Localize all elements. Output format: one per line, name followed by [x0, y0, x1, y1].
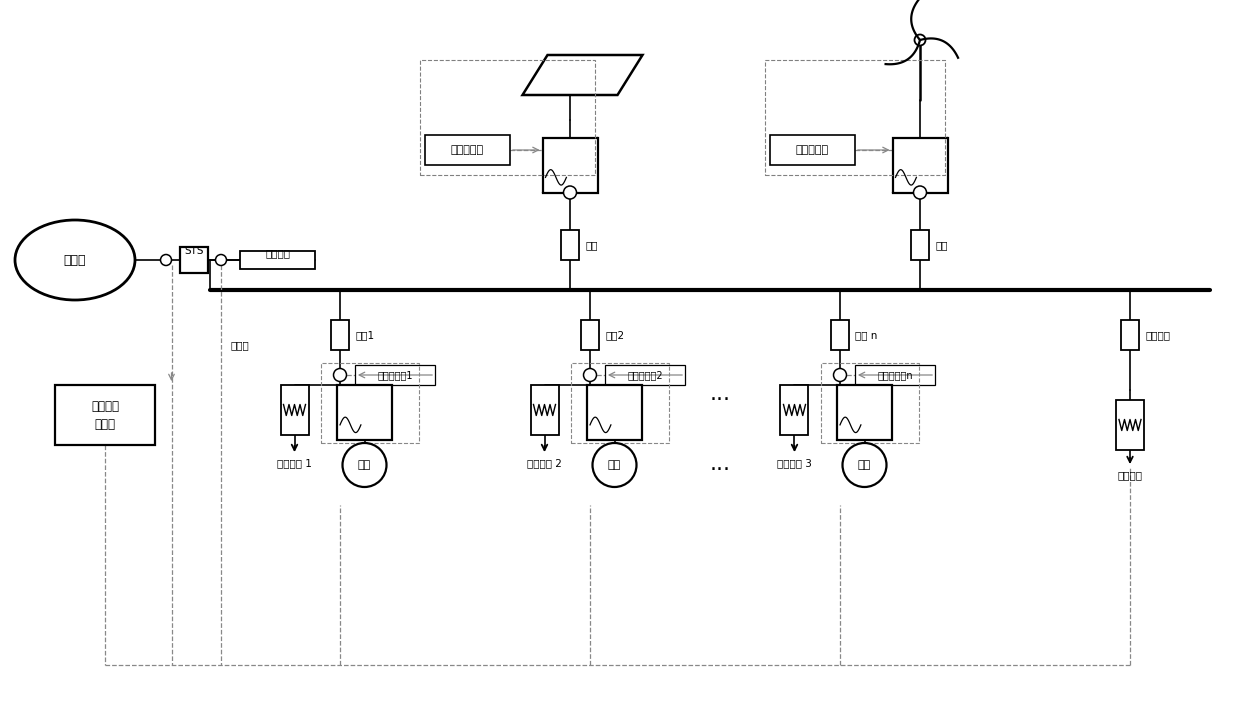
Text: 本地负荷 1: 本地负荷 1: [277, 458, 312, 468]
Text: 储能: 储能: [358, 460, 371, 470]
Bar: [765, 60, 945, 175]
Bar: [570, 363, 670, 443]
Text: 馈线1: 馈线1: [355, 330, 374, 340]
Bar: [780, 385, 808, 435]
Text: 负荷馈线: 负荷馈线: [1145, 330, 1171, 340]
Bar: [241, 251, 315, 269]
Bar: [280, 385, 309, 435]
Text: 配电网: 配电网: [63, 254, 87, 267]
Bar: [337, 385, 392, 440]
Circle shape: [842, 443, 887, 487]
Text: 馈线 n: 馈线 n: [856, 330, 878, 340]
Bar: [1121, 320, 1140, 350]
Bar: [420, 60, 595, 175]
Circle shape: [216, 254, 227, 265]
Text: 馈线2: 馈线2: [605, 330, 624, 340]
Circle shape: [160, 254, 171, 265]
Ellipse shape: [15, 220, 135, 300]
Circle shape: [563, 186, 577, 199]
Bar: [587, 385, 642, 440]
Text: 本地负荷 3: 本地负荷 3: [777, 458, 812, 468]
Bar: [1116, 400, 1145, 450]
Text: 信号线: 信号线: [231, 340, 249, 350]
Bar: [321, 363, 419, 443]
Circle shape: [584, 368, 596, 381]
Bar: [531, 385, 558, 435]
Text: 微网逆变器1: 微网逆变器1: [377, 370, 413, 380]
Bar: [560, 230, 579, 260]
Circle shape: [833, 368, 847, 381]
Text: 储能: 储能: [608, 460, 621, 470]
Text: 储能: 储能: [858, 460, 872, 470]
Bar: [893, 138, 947, 193]
Text: 光伏控制器: 光伏控制器: [451, 145, 484, 155]
Text: ···: ···: [709, 460, 730, 480]
Circle shape: [915, 35, 925, 46]
Bar: [605, 365, 684, 385]
Circle shape: [914, 186, 926, 199]
Text: 微网负荷: 微网负荷: [1117, 470, 1142, 480]
Text: ···: ···: [709, 390, 730, 410]
Bar: [831, 320, 849, 350]
Text: 馈线: 馈线: [585, 240, 598, 250]
Text: 微网逆变器n: 微网逆变器n: [877, 370, 913, 380]
Bar: [582, 320, 599, 350]
Bar: [911, 230, 929, 260]
Bar: [331, 320, 348, 350]
Bar: [55, 385, 155, 445]
Bar: [425, 135, 510, 165]
Bar: [180, 247, 208, 273]
Circle shape: [342, 443, 387, 487]
Circle shape: [334, 368, 346, 381]
Text: 控制器: 控制器: [94, 418, 115, 431]
Text: STS: STS: [185, 246, 203, 256]
Polygon shape: [522, 55, 642, 95]
Circle shape: [593, 443, 636, 487]
Bar: [856, 365, 935, 385]
Text: 风电控制器: 风电控制器: [796, 145, 830, 155]
Bar: [770, 135, 856, 165]
Bar: [821, 363, 919, 443]
Bar: [837, 385, 892, 440]
Text: 微网逆变器2: 微网逆变器2: [627, 370, 663, 380]
Text: 本地负荷 2: 本地负荷 2: [527, 458, 562, 468]
Bar: [355, 365, 435, 385]
Bar: [543, 138, 598, 193]
Text: 馈线: 馈线: [935, 240, 947, 250]
Text: 模式切据: 模式切据: [91, 400, 119, 413]
Text: 网络馈线: 网络馈线: [265, 248, 290, 258]
